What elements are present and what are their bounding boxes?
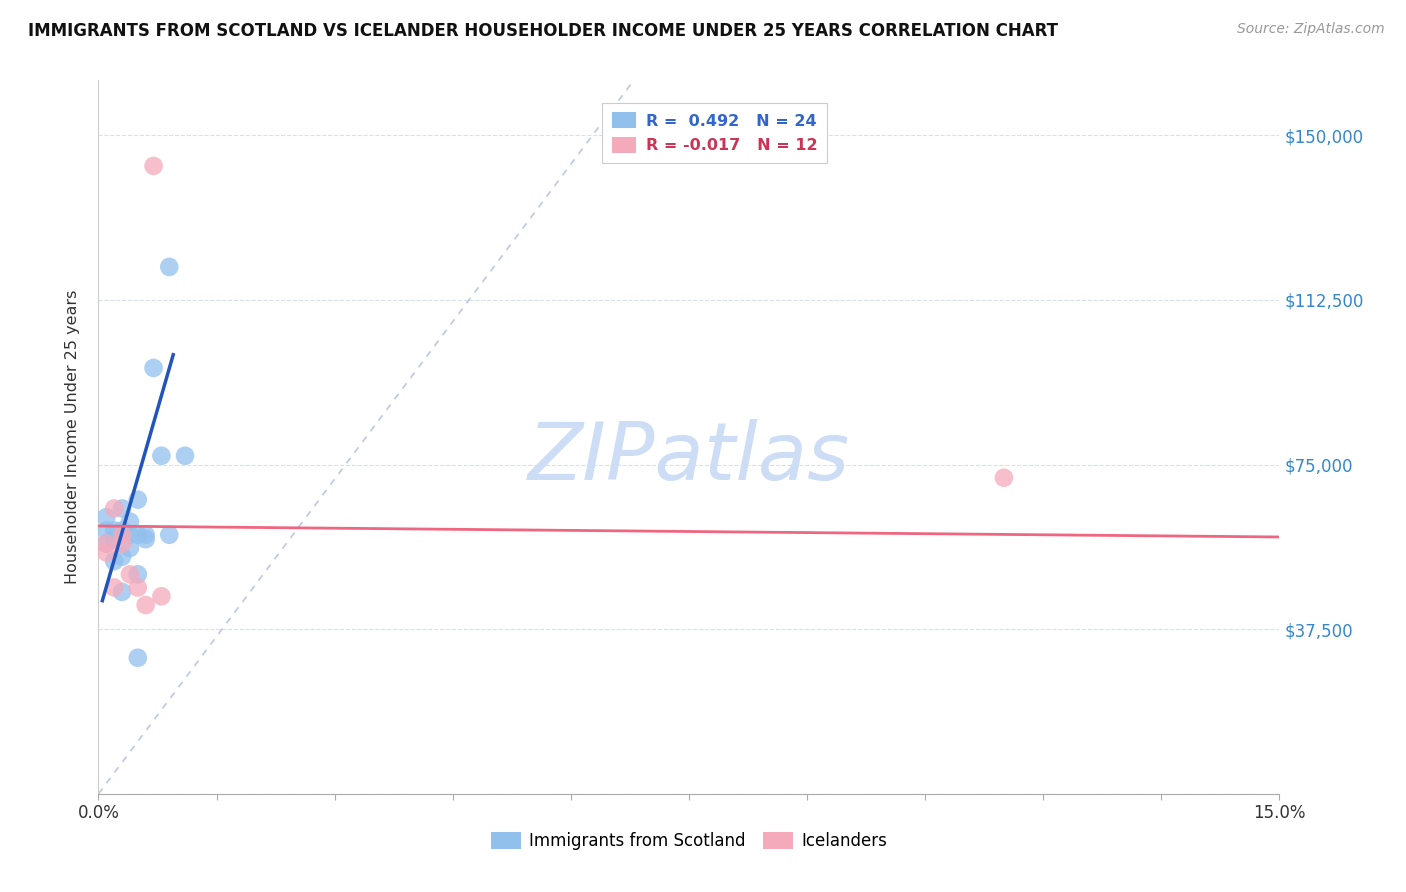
Point xyxy=(111,501,134,516)
Point xyxy=(127,492,149,507)
Point xyxy=(96,536,118,550)
Point xyxy=(157,528,180,542)
Text: Source: ZipAtlas.com: Source: ZipAtlas.com xyxy=(1237,22,1385,37)
Legend: Immigrants from Scotland, Icelanders: Immigrants from Scotland, Icelanders xyxy=(485,825,893,857)
Point xyxy=(127,528,149,542)
Point xyxy=(157,260,180,274)
Point xyxy=(142,159,165,173)
Point xyxy=(135,598,157,612)
Point xyxy=(103,524,125,538)
Point xyxy=(127,650,149,665)
Point xyxy=(135,532,157,546)
Point xyxy=(142,360,165,375)
Point xyxy=(103,554,125,568)
Y-axis label: Householder Income Under 25 years: Householder Income Under 25 years xyxy=(65,290,80,584)
Point xyxy=(96,524,118,538)
Point xyxy=(993,471,1015,485)
Point xyxy=(118,567,141,582)
Text: IMMIGRANTS FROM SCOTLAND VS ICELANDER HOUSEHOLDER INCOME UNDER 25 YEARS CORRELAT: IMMIGRANTS FROM SCOTLAND VS ICELANDER HO… xyxy=(28,22,1059,40)
Point xyxy=(96,545,118,559)
Point xyxy=(111,524,134,538)
Point xyxy=(118,541,141,555)
Point xyxy=(150,589,173,603)
Point xyxy=(111,536,134,550)
Point xyxy=(127,567,149,582)
Text: ZIPatlas: ZIPatlas xyxy=(527,419,851,498)
Point xyxy=(111,549,134,564)
Point xyxy=(174,449,197,463)
Point xyxy=(111,585,134,599)
Point xyxy=(111,528,134,542)
Point xyxy=(96,536,118,550)
Point xyxy=(127,581,149,595)
Point xyxy=(118,528,141,542)
Point xyxy=(103,581,125,595)
Point xyxy=(135,528,157,542)
Point xyxy=(150,449,173,463)
Point xyxy=(118,515,141,529)
Point xyxy=(103,532,125,546)
Point xyxy=(96,510,118,524)
Point xyxy=(103,501,125,516)
